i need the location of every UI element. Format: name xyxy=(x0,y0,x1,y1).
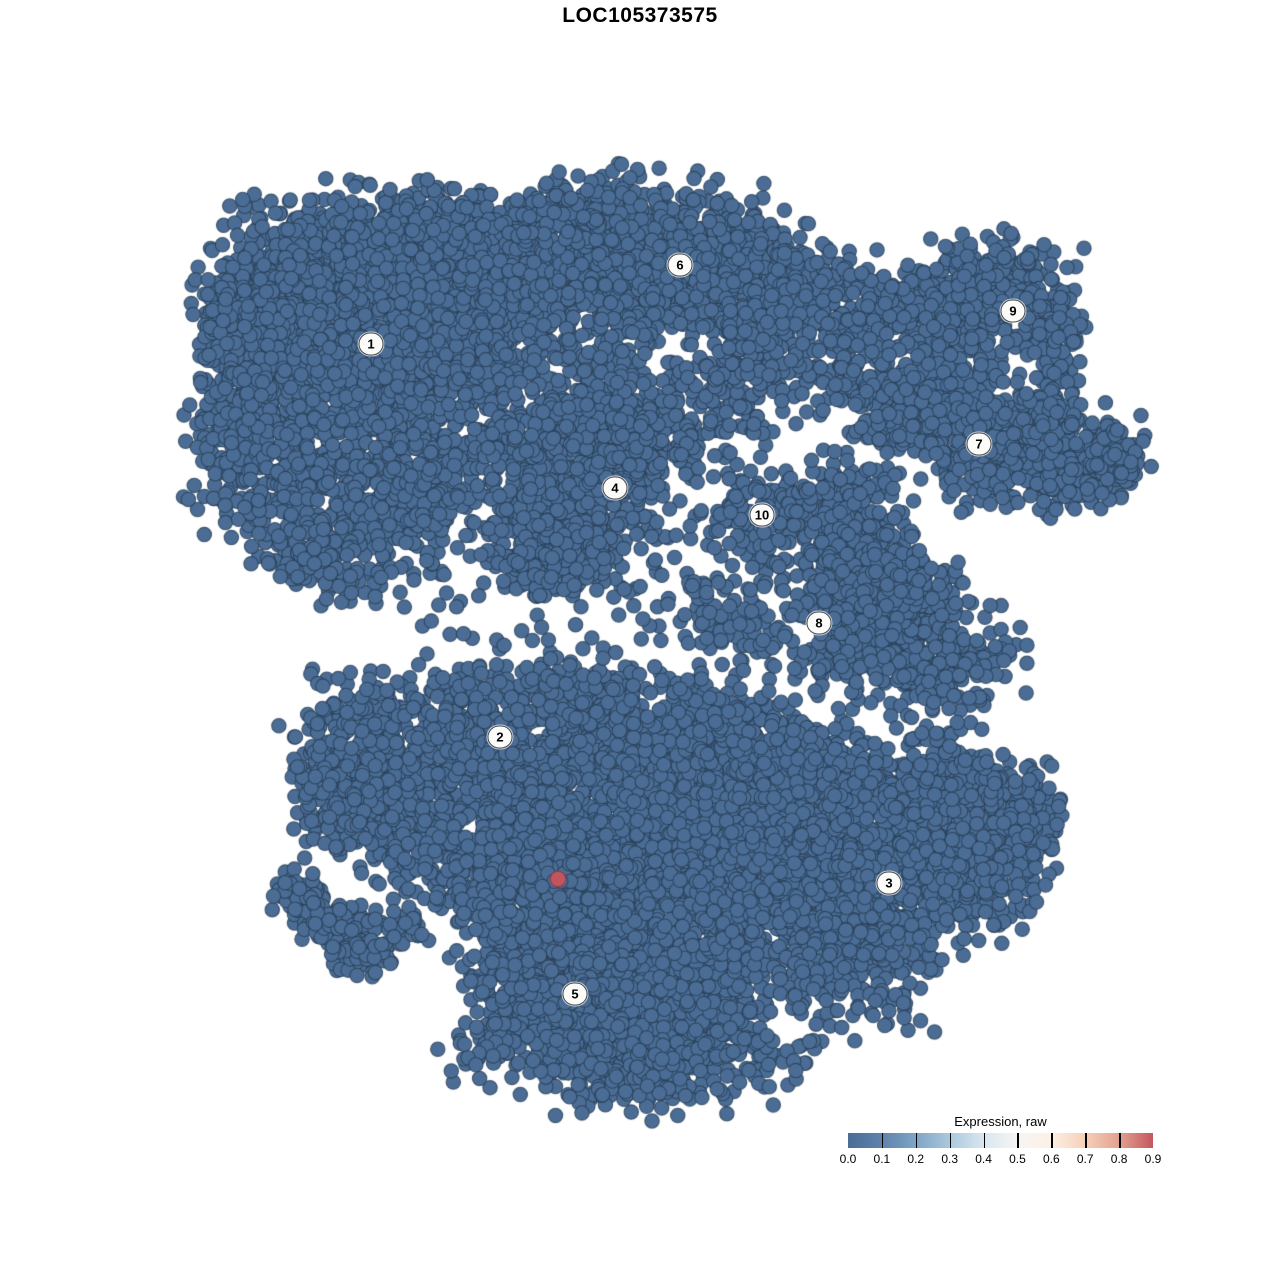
colorbar-tick xyxy=(1119,1133,1121,1148)
cluster-label-10: 10 xyxy=(749,503,775,527)
cluster-label-5: 5 xyxy=(562,982,588,1006)
colorbar-tick xyxy=(983,1133,986,1148)
colorbar-tick xyxy=(1085,1133,1087,1148)
cluster-label-7: 7 xyxy=(966,432,992,456)
colorbar-tick-label: 0.7 xyxy=(1076,1152,1094,1166)
colorbar-gradient xyxy=(848,1133,1153,1148)
cluster-label-3: 3 xyxy=(876,871,902,895)
legend-title: Expression, raw xyxy=(954,1114,1047,1129)
colorbar-tick xyxy=(1051,1133,1053,1148)
colorbar-tick-label: 0.9 xyxy=(1144,1152,1162,1166)
cluster-label-6: 6 xyxy=(667,253,693,277)
colorbar-tick xyxy=(1017,1133,1019,1148)
cluster-label-2: 2 xyxy=(487,725,513,749)
colorbar-tick xyxy=(881,1133,884,1148)
colorbar-tick xyxy=(949,1133,952,1148)
cluster-label-9: 9 xyxy=(1000,299,1026,323)
colorbar-tick-label: 0.2 xyxy=(907,1152,925,1166)
colorbar-tick-label: 0.5 xyxy=(1009,1152,1026,1166)
colorbar-tick-label: 0.4 xyxy=(975,1152,992,1166)
colorbar-tick-label: 0.1 xyxy=(873,1152,891,1166)
colorbar-tick-label: 0.0 xyxy=(839,1152,857,1166)
cluster-label-8: 8 xyxy=(806,611,832,635)
colorbar-tick-label: 0.3 xyxy=(941,1152,958,1166)
cluster-label-4: 4 xyxy=(602,476,628,500)
colorbar-tick-label: 0.8 xyxy=(1110,1152,1128,1166)
cluster-label-1: 1 xyxy=(358,332,384,356)
colorbar-tick xyxy=(915,1133,918,1148)
colorbar-tick-label: 0.6 xyxy=(1042,1152,1060,1166)
